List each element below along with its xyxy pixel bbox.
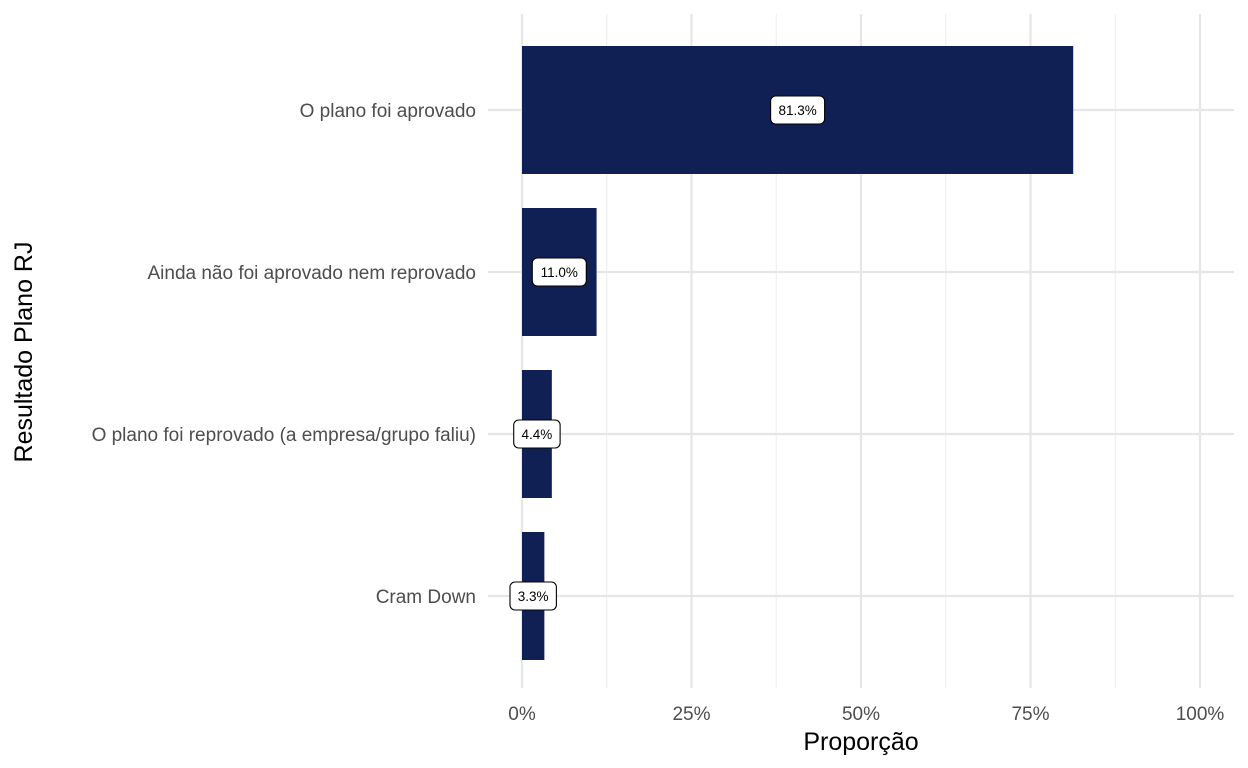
data-label-text: 11.0% [541,265,578,280]
data-label: 3.3% [509,581,557,611]
x-tick-label: 75% [1011,704,1049,725]
y-tick-label: O plano foi reprovado (a empresa/grupo f… [92,425,476,446]
x-tick-label: 0% [508,704,536,725]
data-label: 4.4% [513,419,561,449]
data-label: 11.0% [531,257,587,287]
x-axis-title: Proporção [803,728,918,756]
data-label-text: 4.4% [522,427,553,442]
x-axis-ticks: 0% 25% 50% 75% 100% [508,704,1224,725]
data-label-box [513,419,561,449]
data-label-text: 3.3% [518,589,549,604]
x-tick-label: 25% [672,704,710,725]
y-axis-ticks: O plano foi aprovado Ainda não foi aprova… [92,101,476,608]
x-tick-label: 50% [842,704,880,725]
data-labels: 81.3% 11.0% 4.4% 3.3% [509,95,826,611]
data-label-box [531,257,587,287]
y-axis-title: Resultado Plano RJ [10,242,38,463]
data-label-box [770,95,826,125]
data-label-text: 81.3% [778,103,816,118]
x-tick-label: 100% [1176,704,1225,725]
data-label-box [509,581,557,611]
y-tick-label: O plano foi aprovado [300,101,476,122]
y-tick-label: Ainda não foi aprovado nem reprovado [147,263,476,284]
bars [522,46,1074,660]
data-label: 81.3% [770,95,826,125]
y-tick-label: Cram Down [376,587,476,608]
